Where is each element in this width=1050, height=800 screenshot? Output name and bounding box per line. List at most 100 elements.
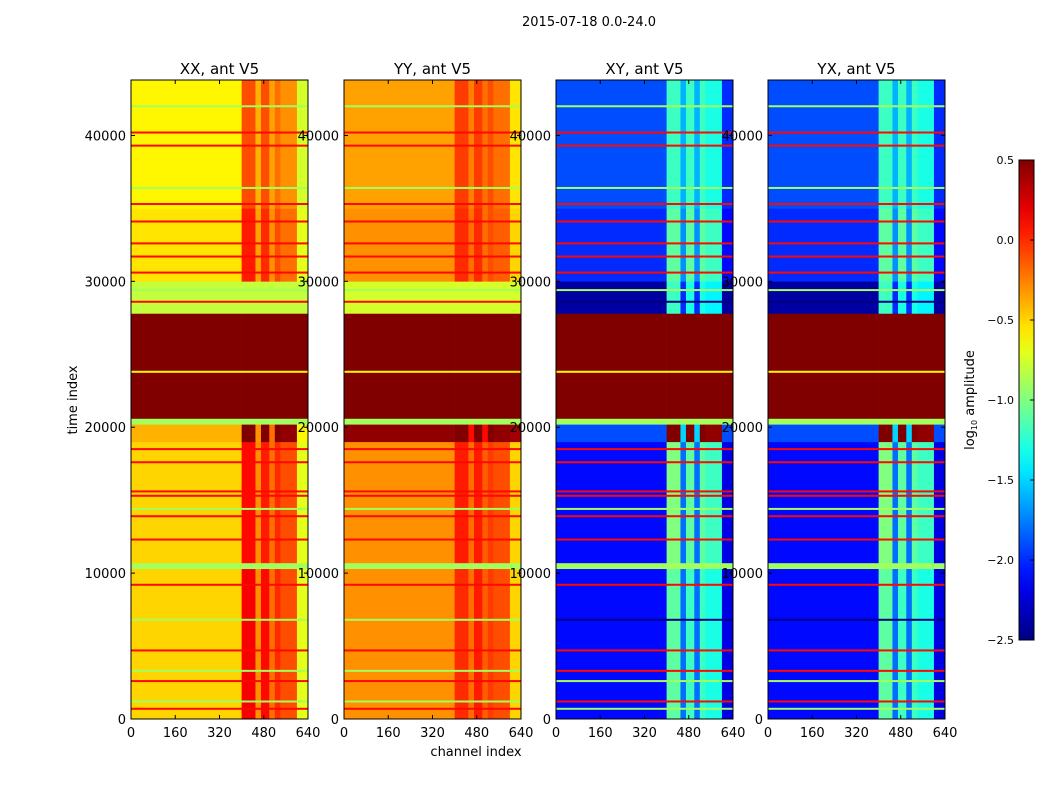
heatmap-cell [892,281,899,314]
x-tick-label: 480 [464,726,489,741]
flag-line [556,186,733,189]
heatmap-cell [680,424,687,443]
heatmap-cell [274,80,281,209]
heatmap-cell [685,424,695,443]
heatmap-cell [897,281,907,314]
flag-line [344,203,521,206]
flag-line [131,370,308,373]
flag-line [344,649,521,652]
heatmap-cell [131,562,242,570]
heatmap-cell [296,418,309,425]
heatmap-cell [269,80,276,209]
heatmap-cell [487,281,494,314]
flag-line [131,707,308,710]
heatmap-cell [933,424,946,443]
heatmap-cell [468,568,475,720]
flag-line [556,131,733,134]
heatmap-cell [878,281,893,314]
flag-line [131,490,308,493]
heatmap-cell [933,281,946,314]
colorbar-tick-label: −2.0 [987,554,1014,567]
heatmap-cell [768,80,879,209]
heatmap-cell [280,418,298,425]
heatmap-cell [556,80,667,209]
y-tick-label: 30000 [298,275,339,290]
heatmap-cell [493,424,511,443]
heatmap-cell [705,441,723,564]
flag-line [768,186,945,189]
heatmap-cell [694,281,701,314]
flag-line [556,255,733,258]
heatmap-cell [694,80,701,209]
heatmap-cell [344,568,455,720]
flag-line [131,131,308,134]
y-tick-label: 0 [755,713,763,728]
y-tick-label: 10000 [298,567,339,582]
heatmap-cell [911,562,918,570]
colorbar-tick-label: 0.5 [997,154,1015,167]
heatmap-cell [260,208,270,282]
heatmap-cell [906,281,913,314]
flag-line [131,289,308,292]
heatmap-cell [482,562,489,570]
heatmap-cell [694,313,701,419]
x-tick-label: 160 [163,726,188,741]
flag-line [556,538,733,541]
heatmap-cell [911,80,918,209]
heatmap-cell [482,424,489,443]
heatmap-cell [274,562,281,570]
heatmap-cell [699,281,706,314]
heatmap-cell [911,568,918,720]
heatmap-cell [454,313,469,419]
heatmap-cell [705,281,723,314]
heatmap-cell [509,313,522,419]
flag-line [344,538,521,541]
heatmap-cell [768,281,879,314]
flag-line [556,618,733,621]
heatmap-cell [911,208,918,282]
flag-line [768,289,945,292]
x-tick-label: 640 [721,726,746,741]
flag-line [131,700,308,703]
heatmap-cell [344,562,455,570]
flag-line [344,669,521,672]
flag-line [344,370,521,373]
heatmap-cell [906,424,913,443]
heatmap-cell [482,281,489,314]
heatmap-cell [897,80,907,209]
heatmap-cell [269,441,276,564]
heatmap-cell [274,313,281,419]
heatmap-cell [482,313,489,419]
flag-line [131,242,308,245]
heatmap-cell [705,568,723,720]
flag-line [131,507,308,510]
flag-line [344,707,521,710]
panel-yx: YX, ant V5 0 160 320 480 640 0 10000 20000 30000 4… [722,60,958,741]
heatmap-cell [509,441,522,564]
heatmap-cell [911,281,918,314]
heatmap-cell [721,424,734,443]
heatmap-cell [255,568,262,720]
heatmap-cell [556,568,667,720]
heatmap-cell [274,568,281,720]
heatmap-cell [344,441,455,564]
heatmap-cell [897,208,907,282]
flag-line [556,707,733,710]
flag-line [131,144,308,147]
flag-line [768,618,945,621]
heatmap-cell [493,80,511,209]
heatmap-cell [892,313,899,419]
heatmap-cell [556,562,667,570]
y-tick-label: 0 [331,713,339,728]
heatmap-cell [685,441,695,564]
flag-line [344,242,521,245]
flag-line [556,203,733,206]
heatmap-cell [468,424,475,443]
heatmap-cell [260,313,270,419]
heatmap-cell [468,281,475,314]
heatmap-cell [685,281,695,314]
heatmap-cell [685,562,695,570]
y-tick-label: 20000 [298,421,339,436]
heatmap-cell [473,80,483,209]
